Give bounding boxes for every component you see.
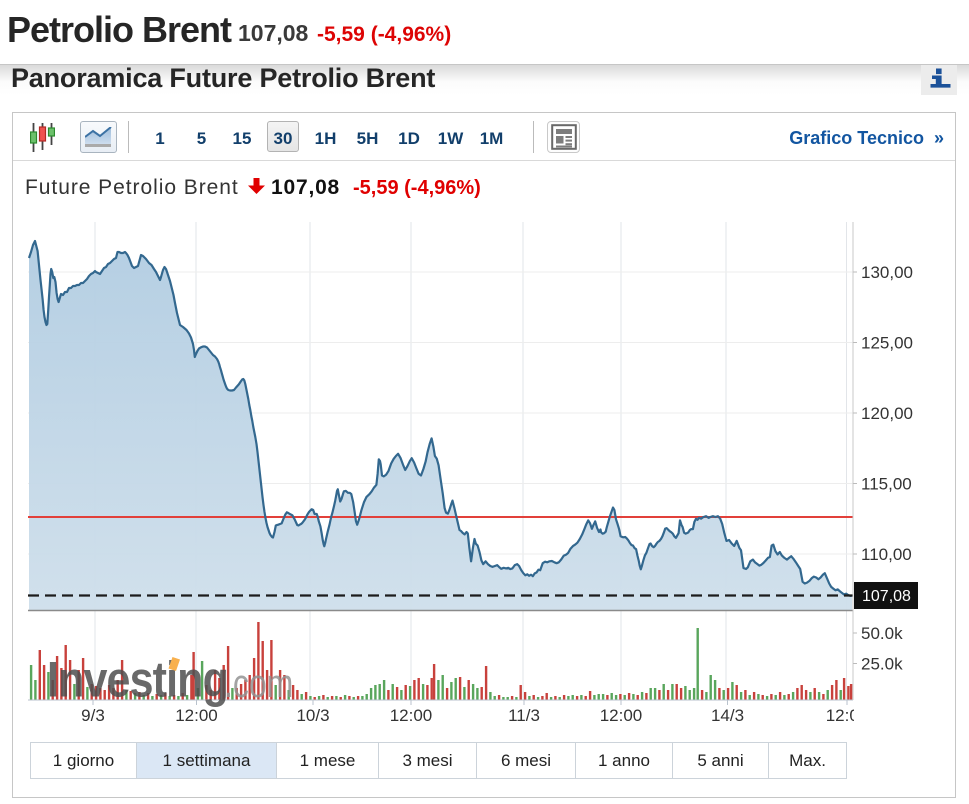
svg-text:25.0k: 25.0k bbox=[861, 655, 903, 674]
svg-text:14/3: 14/3 bbox=[711, 706, 744, 725]
svg-text:130,00: 130,00 bbox=[861, 263, 913, 282]
svg-text:12:00: 12:00 bbox=[600, 706, 643, 725]
svg-text:12:00: 12:00 bbox=[390, 706, 433, 725]
svg-text:9/3: 9/3 bbox=[81, 706, 105, 725]
svg-text:50.0k: 50.0k bbox=[861, 624, 903, 643]
svg-text:110,00: 110,00 bbox=[861, 545, 912, 564]
svg-text:107,08: 107,08 bbox=[862, 588, 911, 605]
svg-text:.com: .com bbox=[224, 661, 293, 706]
svg-text:120,00: 120,00 bbox=[861, 404, 913, 423]
svg-text:Investing: Investing bbox=[47, 651, 228, 707]
svg-text:10/3: 10/3 bbox=[296, 706, 329, 725]
svg-text:125,00: 125,00 bbox=[861, 334, 913, 353]
svg-text:12:00: 12:00 bbox=[175, 706, 218, 725]
svg-text:115,00: 115,00 bbox=[861, 475, 912, 494]
svg-text:11/3: 11/3 bbox=[508, 706, 540, 725]
